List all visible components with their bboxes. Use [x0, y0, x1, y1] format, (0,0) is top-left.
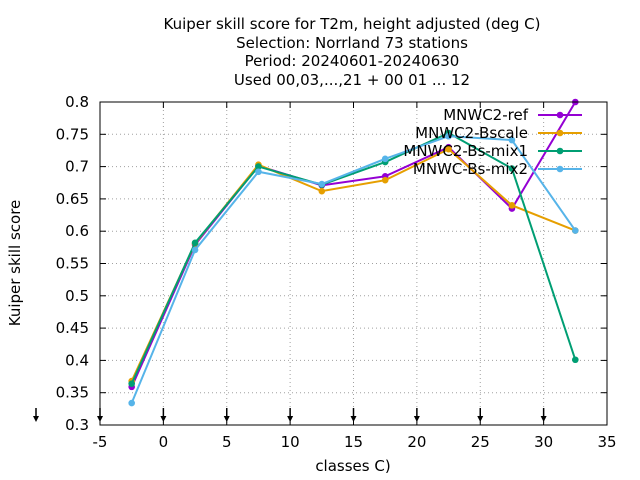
title-line-3: Period: 20240601-20240630 — [245, 52, 460, 70]
data-point-MNWC2-Bs-mix1 — [128, 380, 135, 387]
series-line-MNWC-Bs-mix2 — [130, 135, 577, 404]
x-tick-label: 20 — [407, 433, 426, 451]
y-tick-label: 0.45 — [56, 319, 89, 337]
x-tick-label: 25 — [471, 433, 490, 451]
x-tick-label: 0 — [159, 433, 169, 451]
chart-title: Kuiper skill score for T2m, height adjus… — [164, 15, 541, 89]
y-tick-label: 0.75 — [56, 125, 89, 143]
class-marker-head — [33, 416, 39, 422]
data-point-MNWC2-Bs-mix1 — [191, 239, 199, 247]
title-line-2: Selection: Norrland 73 stations — [236, 34, 468, 52]
class-markers — [33, 408, 547, 422]
title-line-1: Kuiper skill score for T2m, height adjus… — [164, 15, 541, 33]
class-marker-head — [350, 416, 357, 422]
x-tick-label: 10 — [281, 433, 300, 451]
class-marker-head — [160, 416, 167, 422]
legend-swatch-point — [556, 111, 564, 119]
y-tick-labels: 0.3 0.35 0.4 0.45 0.5 0.55 0.6 0.65 0.7 0.75 0.8 — [56, 93, 89, 434]
series-line-MNWC2-Bs-mix1 — [130, 131, 577, 385]
x-tick-labels: -5 0 5 10 15 20 25 30 35 — [93, 433, 617, 451]
data-point-MNWC2-Bs-mix1 — [255, 163, 262, 170]
y-axis-label: Kuiper skill score — [6, 200, 24, 327]
title-line-4: Used 00,03,...,21 + 00 01 ... 12 — [234, 71, 470, 89]
data-point-MNWC2-Bscale — [445, 145, 452, 153]
class-marker-head — [413, 416, 420, 422]
data-point-MNWC-Bs-mix2 — [191, 246, 199, 254]
x-tick-label: 35 — [597, 433, 616, 451]
x-tick-label: 15 — [344, 433, 363, 451]
class-marker-head — [223, 416, 230, 422]
data-point-MNWC2-Bs-mix1 — [508, 165, 516, 172]
x-axis-label: classes C) — [315, 457, 390, 475]
data-point-MNWC-Bs-mix2 — [508, 136, 516, 144]
legend-swatch-point — [556, 165, 564, 173]
y-tick-label: 0.65 — [56, 190, 89, 208]
legend-label: MNWC2-Bs-mix1 — [403, 142, 528, 160]
data-point-MNWC2-Bscale — [318, 187, 326, 195]
data-point-MNWC-Bs-mix2 — [128, 399, 135, 407]
y-tick-label: 0.6 — [65, 222, 89, 240]
class-marker-head — [540, 416, 547, 422]
grid-lines — [100, 102, 607, 425]
data-point-MNWC-Bs-mix2 — [255, 168, 262, 176]
series-layer — [128, 98, 579, 407]
y-tick-label: 0.4 — [65, 351, 89, 369]
y-tick-label: 0.8 — [65, 93, 89, 111]
data-point-MNWC-Bs-mix2 — [381, 155, 389, 163]
data-point-MNWC2-Bs-mix1 — [572, 356, 579, 364]
y-tick-label: 0.35 — [56, 384, 89, 402]
legend-swatch-point — [556, 147, 564, 155]
legend-label: MNWC2-Bscale — [415, 124, 528, 142]
data-point-MNWC2-Bscale — [508, 202, 516, 209]
plot-frame — [99, 101, 608, 426]
data-point-MNWC-Bs-mix2 — [445, 132, 452, 140]
x-tick-label: 30 — [534, 433, 553, 451]
legend: MNWC2-refMNWC2-BscaleMNWC2-Bs-mix1MNWC-B… — [403, 106, 582, 178]
x-tick-label: 5 — [222, 433, 232, 451]
data-point-MNWC2-Bscale — [381, 176, 389, 184]
x-tick-label: -5 — [93, 433, 108, 451]
data-point-MNWC-Bs-mix2 — [318, 180, 326, 188]
y-tick-label: 0.3 — [65, 416, 89, 434]
class-marker-head — [287, 416, 294, 422]
legend-swatch-point — [556, 129, 564, 137]
legend-label: MNWC-Bs-mix2 — [413, 160, 528, 178]
y-tick-label: 0.7 — [65, 158, 89, 176]
y-tick-label: 0.55 — [56, 255, 89, 273]
y-tick-label: 0.5 — [65, 287, 89, 305]
data-point-MNWC-Bs-mix2 — [572, 227, 579, 234]
legend-label: MNWC2-ref — [443, 106, 528, 124]
class-marker-head — [477, 416, 484, 422]
